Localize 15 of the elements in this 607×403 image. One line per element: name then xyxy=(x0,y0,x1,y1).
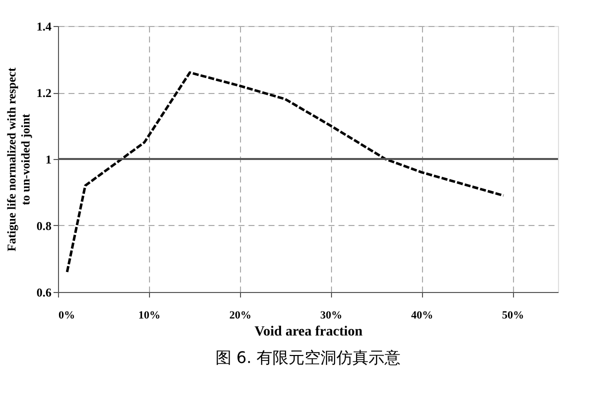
x-tick-label: 20% xyxy=(229,310,252,322)
y-tick-label: 1.2 xyxy=(36,86,52,100)
x-tick-label: 50% xyxy=(502,310,524,322)
x-tick-label: 40% xyxy=(411,310,434,322)
y-tick-label: 1 xyxy=(46,152,52,166)
y-tick-label: 0.8 xyxy=(36,219,52,233)
x-tick-label: 30% xyxy=(320,310,342,322)
caption: 图 6. 有限元空洞仿真示意 xyxy=(215,348,401,367)
y-tick-label: 1.4 xyxy=(36,20,52,34)
x-axis-title: Void area fraction xyxy=(254,324,363,340)
line-series xyxy=(66,71,505,274)
y-tick-label: 0.6 xyxy=(36,286,52,300)
y-axis-title: Fatigue life normalized with respect to un-voided joint xyxy=(4,68,32,252)
x-tick-label: 10% xyxy=(138,310,160,322)
x-tick-label: 0% xyxy=(58,310,75,322)
